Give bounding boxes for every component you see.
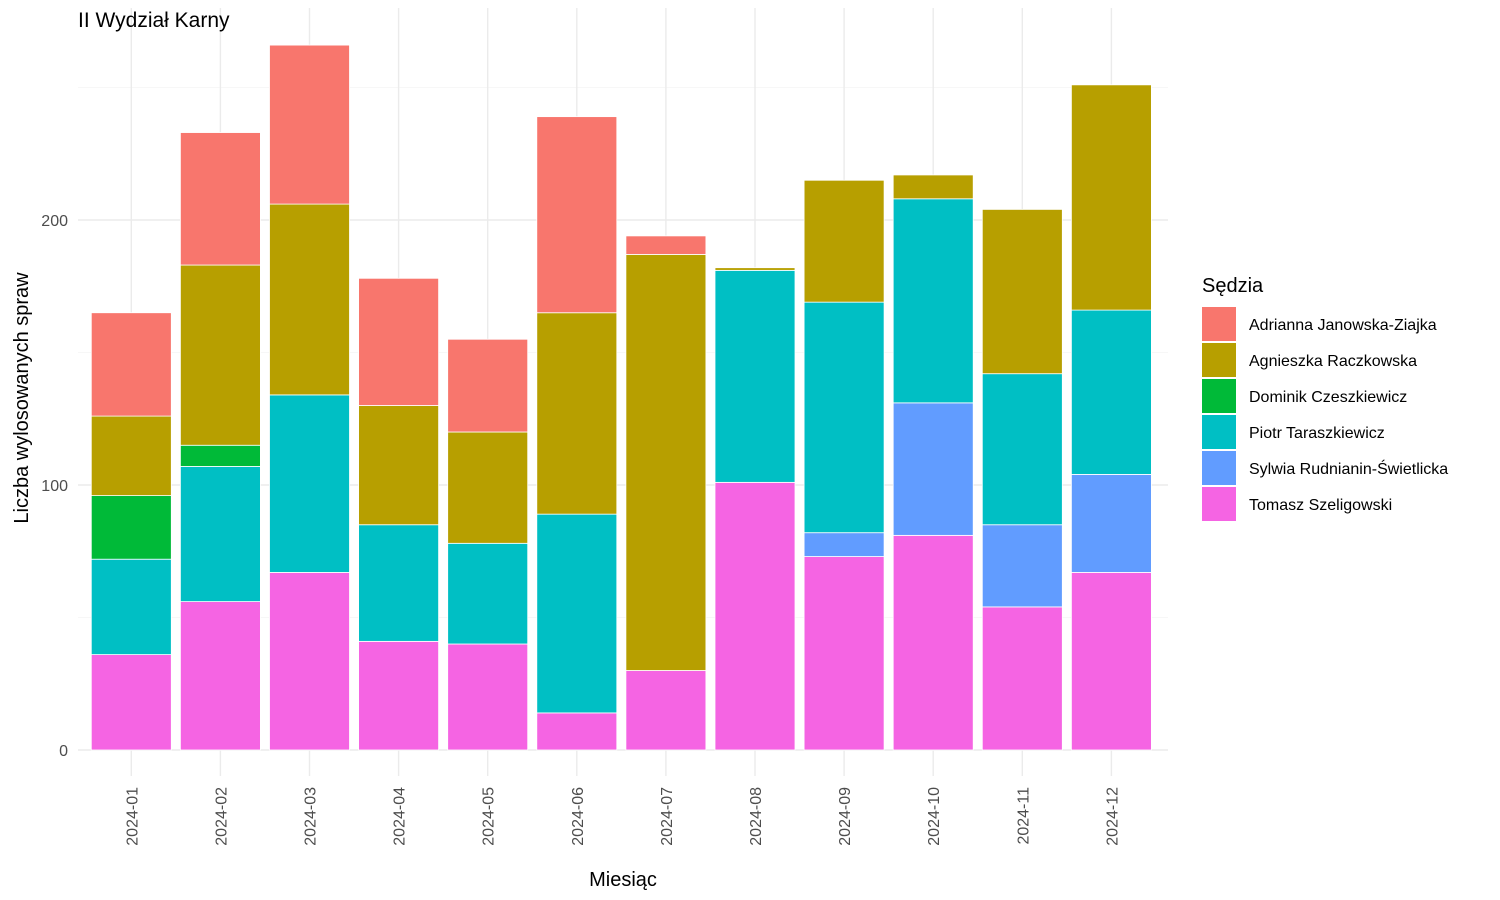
legend-swatch xyxy=(1202,415,1236,449)
bar-segment xyxy=(892,534,974,751)
legend-swatch xyxy=(1202,487,1236,521)
x-tick-label: 2024-07 xyxy=(659,787,676,846)
bar-segment xyxy=(981,373,1063,526)
x-axis-title: Miesiąc xyxy=(589,869,657,891)
legend-label: Adrianna Janowska-Ziajka xyxy=(1249,317,1437,334)
x-tick-label: 2024-05 xyxy=(481,787,498,846)
bar-segment xyxy=(536,513,618,714)
x-tick-label: 2024-02 xyxy=(213,787,230,846)
bar-segment xyxy=(714,481,796,751)
bar-segment xyxy=(981,524,1063,608)
bar-segment xyxy=(269,203,350,396)
bar-segment xyxy=(625,670,707,751)
legend-label: Piotr Taraszkiewicz xyxy=(1249,425,1385,442)
bar-segment xyxy=(179,601,261,751)
bar-segment xyxy=(892,198,974,404)
bar-segment xyxy=(179,132,261,266)
bar-segment xyxy=(358,405,440,526)
legend-swatch xyxy=(1202,307,1236,341)
bar-segment xyxy=(269,394,350,573)
bar-segment xyxy=(179,466,261,603)
x-tick-label: 2024-01 xyxy=(124,787,141,846)
legend-title: Sędzia xyxy=(1202,275,1264,297)
bar-segment xyxy=(358,524,440,642)
bar-segment xyxy=(447,431,529,544)
bar-segment xyxy=(714,269,796,483)
bar-segment xyxy=(981,606,1063,751)
bar-segment xyxy=(90,558,172,656)
bar-segment xyxy=(536,116,618,314)
x-tick-label: 2024-03 xyxy=(303,787,320,846)
bar-segment xyxy=(1071,309,1152,475)
bar-segment xyxy=(981,208,1063,375)
bar-segment xyxy=(179,264,261,446)
bar-segment xyxy=(625,235,707,255)
bar-segment xyxy=(536,312,618,515)
y-axis-ticks: 0 100 200 xyxy=(41,213,68,760)
legend-swatch xyxy=(1202,451,1236,485)
bar-segment xyxy=(803,556,885,751)
x-tick-label: 2024-08 xyxy=(748,787,765,846)
bars xyxy=(90,44,1152,751)
bar-segment xyxy=(1071,473,1152,573)
bar-segment xyxy=(90,495,172,560)
legend-label: Agnieszka Raczkowska xyxy=(1249,353,1417,370)
x-tick-label: 2024-11 xyxy=(1015,787,1032,845)
y-axis-title: Liczba wylosowanych spraw xyxy=(11,272,33,524)
chart-title: II Wydział Karny xyxy=(78,9,230,32)
bar-segment xyxy=(625,254,707,671)
x-tick-label: 2024-10 xyxy=(926,787,943,846)
y-tick-label: 100 xyxy=(41,478,68,495)
x-tick-label: 2024-12 xyxy=(1104,787,1121,846)
x-axis-ticks: 2024-01 2024-02 2024-03 2024-04 2024-05 2024-… xyxy=(124,787,1121,846)
y-tick-label: 0 xyxy=(59,743,68,760)
bar-segment xyxy=(892,174,974,200)
bar-segment xyxy=(90,415,172,497)
legend-label: Sylwia Rudnianin-Świetlicka xyxy=(1249,459,1448,478)
bar-segment xyxy=(447,643,529,751)
legend-label: Tomasz Szeligowski xyxy=(1249,497,1392,514)
legend-swatch xyxy=(1202,343,1236,377)
bar-segment xyxy=(90,654,172,751)
bar-segment xyxy=(358,277,440,406)
bar-segment xyxy=(1071,84,1152,311)
y-tick-label: 200 xyxy=(41,213,68,230)
bar-segment xyxy=(714,267,796,271)
x-tick-label: 2024-09 xyxy=(837,787,854,846)
bar-segment xyxy=(803,179,885,303)
bar-segment xyxy=(536,712,618,751)
bar-segment xyxy=(179,444,261,467)
bar-segment xyxy=(1071,572,1152,751)
bar-segment xyxy=(358,640,440,751)
bar-segment xyxy=(447,542,529,645)
bar-segment xyxy=(269,572,350,751)
bar-segment xyxy=(269,44,350,205)
legend-label: Dominik Czeszkiewicz xyxy=(1249,389,1407,406)
legend: Sędzia Adrianna Janowska-Ziajka Agnieszka… xyxy=(1202,275,1448,521)
bar-segment xyxy=(803,301,885,534)
x-tick-label: 2024-06 xyxy=(570,787,587,846)
legend-swatch xyxy=(1202,379,1236,413)
bar-segment xyxy=(90,312,172,417)
bar-segment xyxy=(803,532,885,557)
x-tick-label: 2024-04 xyxy=(392,787,409,846)
bar-segment xyxy=(447,338,529,433)
bar-segment xyxy=(892,402,974,536)
